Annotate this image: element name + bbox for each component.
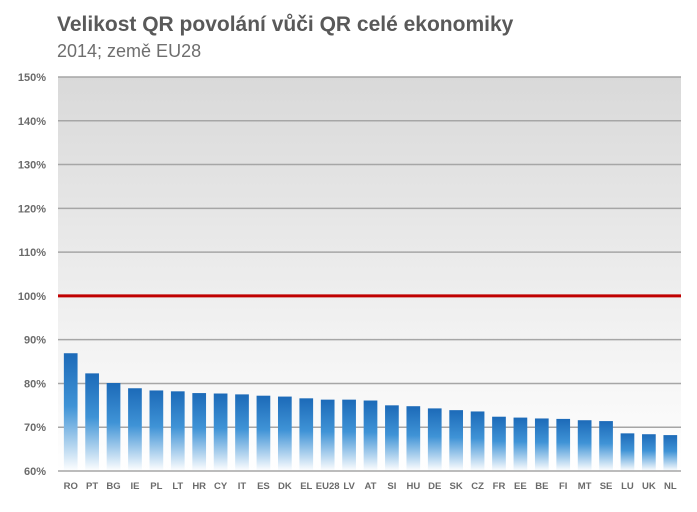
bar-es — [256, 395, 271, 471]
y-tick-label: 140% — [18, 116, 46, 128]
bar-si — [385, 405, 399, 471]
chart-title: Velikost QR povolání vůči QR celé ekonom… — [57, 13, 514, 36]
x-tick-label: ES — [257, 481, 270, 492]
bar-ie — [128, 388, 142, 471]
x-tick-label: DE — [428, 481, 441, 492]
y-tick-label: 60% — [24, 466, 46, 478]
x-tick-label: SE — [600, 481, 613, 492]
x-tick-label: MT — [578, 481, 592, 492]
x-tick-label: BG — [106, 481, 120, 492]
bar-lu — [620, 433, 635, 471]
y-tick-label: 130% — [18, 160, 46, 172]
x-tick-label: IE — [130, 481, 139, 492]
x-tick-label: DK — [278, 481, 292, 492]
bar-hu — [406, 406, 421, 471]
y-tick-label: 100% — [18, 291, 46, 303]
bar-pl — [149, 390, 164, 471]
bar-ee — [513, 417, 528, 471]
bar-de — [427, 408, 442, 471]
bar-hr — [192, 393, 207, 471]
x-tick-label: IT — [238, 481, 247, 492]
bars — [58, 353, 681, 472]
bar-nl — [663, 435, 678, 471]
x-tick-label: RO — [64, 481, 78, 492]
x-tick-label: CY — [214, 481, 228, 492]
y-tick-label: 80% — [24, 378, 46, 390]
y-axis-labels: 60% 70% 80% 90% 100% 110% 120% 130% 140% 150% — [18, 72, 46, 478]
x-tick-label: HR — [192, 481, 206, 492]
bar-se — [599, 421, 613, 471]
x-tick-label: LU — [621, 481, 634, 492]
chart-subtitle: 2014; země EU28 — [57, 41, 202, 61]
x-tick-label: LV — [343, 481, 355, 492]
x-tick-label: PL — [150, 481, 162, 492]
x-tick-label: FI — [559, 481, 567, 492]
y-tick-label: 90% — [24, 335, 46, 347]
bar-it — [235, 394, 249, 471]
x-tick-label: SK — [450, 481, 463, 492]
x-tick-label: HU — [406, 481, 420, 492]
x-tick-label: FR — [493, 481, 506, 492]
bar-lt — [170, 391, 185, 471]
bar-fr — [492, 416, 506, 471]
x-tick-label: LT — [172, 481, 183, 492]
bar-sk — [449, 410, 464, 471]
y-tick-label: 110% — [18, 247, 46, 259]
bar-mt — [577, 420, 592, 471]
bar-at — [363, 400, 378, 471]
x-tick-label: CZ — [471, 481, 484, 492]
bar-be — [534, 418, 549, 471]
bar-uk — [642, 434, 656, 471]
x-tick-label: SI — [387, 481, 396, 492]
x-tick-label: NL — [664, 481, 677, 492]
bar-cz — [470, 411, 485, 471]
bar-lv — [342, 399, 356, 471]
bar-dk — [277, 396, 292, 471]
x-tick-label: AT — [365, 481, 377, 492]
bar-cy — [213, 393, 228, 471]
bar-bg — [106, 383, 121, 471]
bar-fi — [556, 418, 571, 471]
y-tick-label: 70% — [24, 422, 46, 434]
x-tick-label: EL — [300, 481, 312, 492]
x-tick-label: BE — [535, 481, 548, 492]
bar-pt — [85, 373, 99, 471]
y-tick-label: 150% — [18, 72, 46, 84]
x-tick-label: PT — [86, 481, 98, 492]
bar-el — [299, 398, 314, 471]
x-tick-label: EU28 — [316, 481, 340, 492]
x-tick-label: UK — [642, 481, 656, 492]
x-tick-label: EE — [514, 481, 527, 492]
bar-eu28 — [320, 399, 335, 471]
bar-ro — [63, 353, 78, 471]
y-tick-label: 120% — [18, 203, 46, 215]
x-axis-labels: RO PT BG IE PL LT HR CY IT ES DK EL EU28 LV AT SI HU DE SK… — [64, 481, 677, 492]
